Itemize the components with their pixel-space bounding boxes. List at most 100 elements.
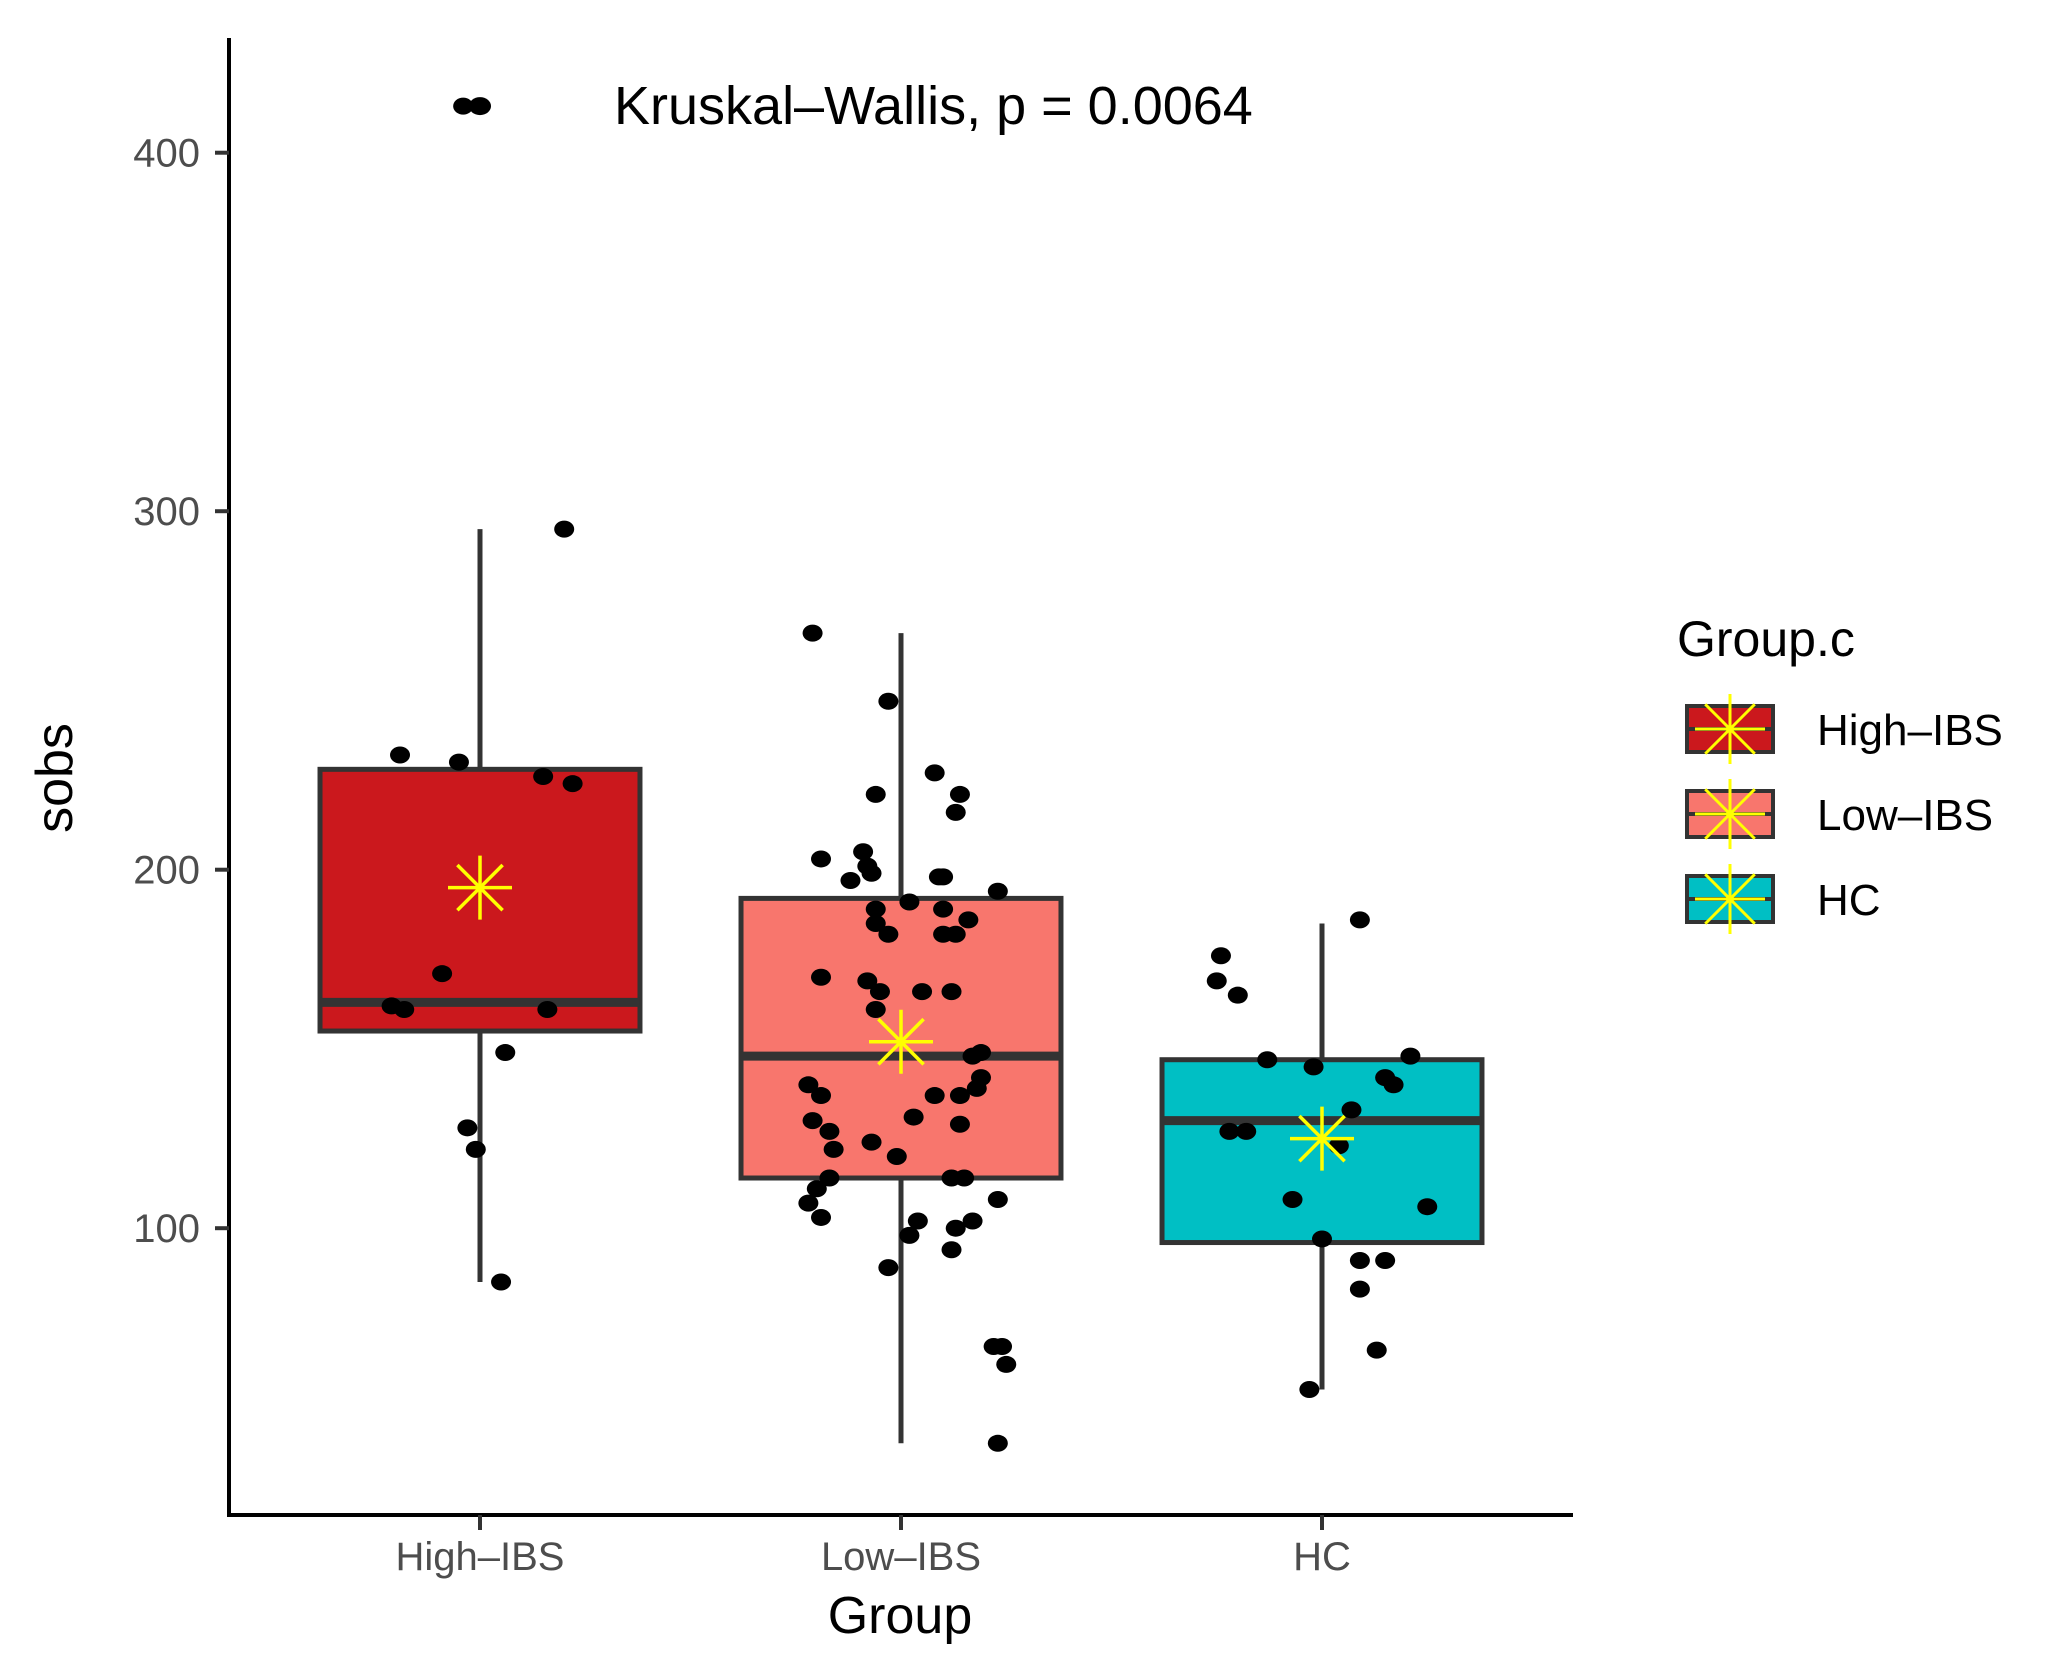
data-point-high-ibs: [465, 1140, 486, 1158]
legend-title: Group.c: [1677, 611, 1855, 667]
x-tick-label-high-ibs: High–IBS: [396, 1535, 565, 1579]
data-point-low-ibs: [865, 785, 886, 803]
x-axis-ticks: High–IBS Low–IBS HC: [396, 1515, 1351, 1579]
data-point-low-ibs: [907, 1212, 928, 1230]
data-point-low-ibs: [958, 911, 979, 929]
means-layer: [448, 855, 1354, 1171]
data-point-hc: [1219, 1122, 1240, 1140]
data-point-low-ibs: [924, 764, 945, 782]
x-axis-title: Group: [828, 1587, 973, 1645]
data-point-low-ibs: [819, 1122, 840, 1140]
data-point-hc: [1282, 1191, 1303, 1209]
data-point-low-ibs: [798, 1194, 819, 1212]
data-point-hc: [1257, 1051, 1278, 1069]
data-point-hc: [1400, 1047, 1421, 1065]
y-axis-title: sobs: [26, 723, 84, 833]
data-point-low-ibs: [806, 1180, 827, 1198]
data-point-low-ibs: [962, 1212, 983, 1230]
data-point-hc: [1236, 1122, 1257, 1140]
legend-label-low-ibs: Low–IBS: [1817, 791, 1993, 840]
data-point-low-ibs: [996, 1355, 1017, 1373]
data-point-hc: [1366, 1341, 1387, 1359]
data-point-low-ibs: [966, 1079, 987, 1097]
data-point-hc: [1303, 1058, 1324, 1076]
data-point-low-ibs: [802, 624, 823, 642]
data-point-high-ibs: [562, 775, 583, 793]
data-point-low-ibs: [933, 868, 954, 886]
data-point-hc: [1349, 1251, 1370, 1269]
data-point-hc: [1341, 1101, 1362, 1119]
data-point-low-ibs: [945, 1219, 966, 1237]
data-point-high-ibs: [554, 520, 575, 538]
legend-label-hc: HC: [1817, 876, 1881, 925]
data-point-hc: [1383, 1076, 1404, 1094]
data-point-high-ibs: [533, 768, 554, 785]
legend-mean-marker-low-ibs-stroke: [1704, 788, 1756, 840]
data-point-hc: [1349, 911, 1370, 929]
data-point-low-ibs: [878, 692, 899, 710]
data-point-high-ibs: [537, 1001, 558, 1019]
data-point-low-ibs: [941, 983, 962, 1001]
data-point-low-ibs: [798, 1076, 819, 1094]
data-point-hc: [1210, 947, 1231, 965]
data-point-high-ibs: [457, 1119, 478, 1137]
data-point-low-ibs: [987, 1191, 1008, 1209]
boxes-layer: [317, 529, 1485, 1444]
y-tick-label-100: 100: [133, 1207, 200, 1251]
data-point-low-ibs: [865, 900, 886, 918]
legend-mean-marker-low-ibs: [1695, 779, 1765, 849]
data-point-low-ibs: [861, 864, 882, 882]
data-point-low-ibs: [811, 968, 832, 986]
legend-mean-marker-high-ibs-stroke: [1704, 703, 1756, 755]
legend-label-high-ibs: High–IBS: [1817, 706, 2003, 755]
x-tick-label-low-ibs: Low–IBS: [821, 1535, 981, 1579]
y-tick-label-300: 300: [133, 490, 200, 534]
data-point-low-ibs: [878, 925, 899, 943]
data-point-hc: [1375, 1251, 1396, 1269]
data-point-low-ibs: [992, 1338, 1013, 1356]
data-point-hc: [1299, 1381, 1320, 1399]
y-axis-ticks: 100 200 300 400: [133, 132, 229, 1251]
data-point-low-ibs: [811, 1087, 832, 1105]
data-point-low-ibs: [903, 1108, 924, 1126]
legend-mean-marker-high-ibs: [1695, 694, 1765, 764]
data-point-low-ibs: [899, 1226, 920, 1244]
mean-marker-hc-stroke: [1298, 1114, 1346, 1163]
data-point-hc: [1349, 1280, 1370, 1298]
data-point-high-ibs: [448, 753, 469, 771]
data-point-low-ibs: [819, 1169, 840, 1187]
data-point-low-ibs: [954, 1169, 975, 1187]
data-point-low-ibs: [949, 785, 970, 803]
data-point-low-ibs: [899, 893, 920, 911]
data-point-low-ibs: [865, 1001, 886, 1019]
legend: Group.c High–IBS Low–IBS HC: [1677, 611, 2003, 934]
data-point-hc: [1227, 986, 1248, 1004]
data-point-low-ibs: [987, 882, 1008, 900]
x-tick-label-hc: HC: [1293, 1535, 1351, 1579]
data-point-hc: [1206, 972, 1227, 990]
y-tick-label-400: 400: [133, 132, 200, 176]
data-point-low-ibs: [949, 1115, 970, 1133]
mean-marker-hc: [1290, 1106, 1354, 1171]
legend-mean-marker-hc-stroke: [1704, 873, 1756, 925]
legend-mean-marker-hc: [1695, 864, 1765, 934]
data-point-low-ibs: [857, 972, 878, 990]
data-point-high-ibs: [491, 1273, 512, 1291]
data-point-low-ibs: [853, 843, 874, 861]
data-point-low-ibs: [933, 900, 954, 918]
data-point-low-ibs: [840, 871, 861, 889]
mean-marker-low-ibs-stroke: [877, 1017, 925, 1066]
data-point-low-ibs: [962, 1047, 983, 1065]
data-point-high-ibs: [432, 965, 453, 983]
data-point-high-ibs: [495, 1044, 516, 1062]
data-point-low-ibs: [878, 1259, 899, 1277]
data-point-low-ibs: [869, 983, 890, 1001]
points-layer: [381, 97, 1438, 1452]
data-point-low-ibs: [886, 1148, 907, 1166]
data-point-low-ibs: [924, 1087, 945, 1105]
data-point-low-ibs: [802, 1112, 823, 1130]
data-point-low-ibs: [912, 983, 933, 1001]
data-point-low-ibs: [941, 1241, 962, 1259]
data-point-low-ibs: [987, 1434, 1008, 1452]
